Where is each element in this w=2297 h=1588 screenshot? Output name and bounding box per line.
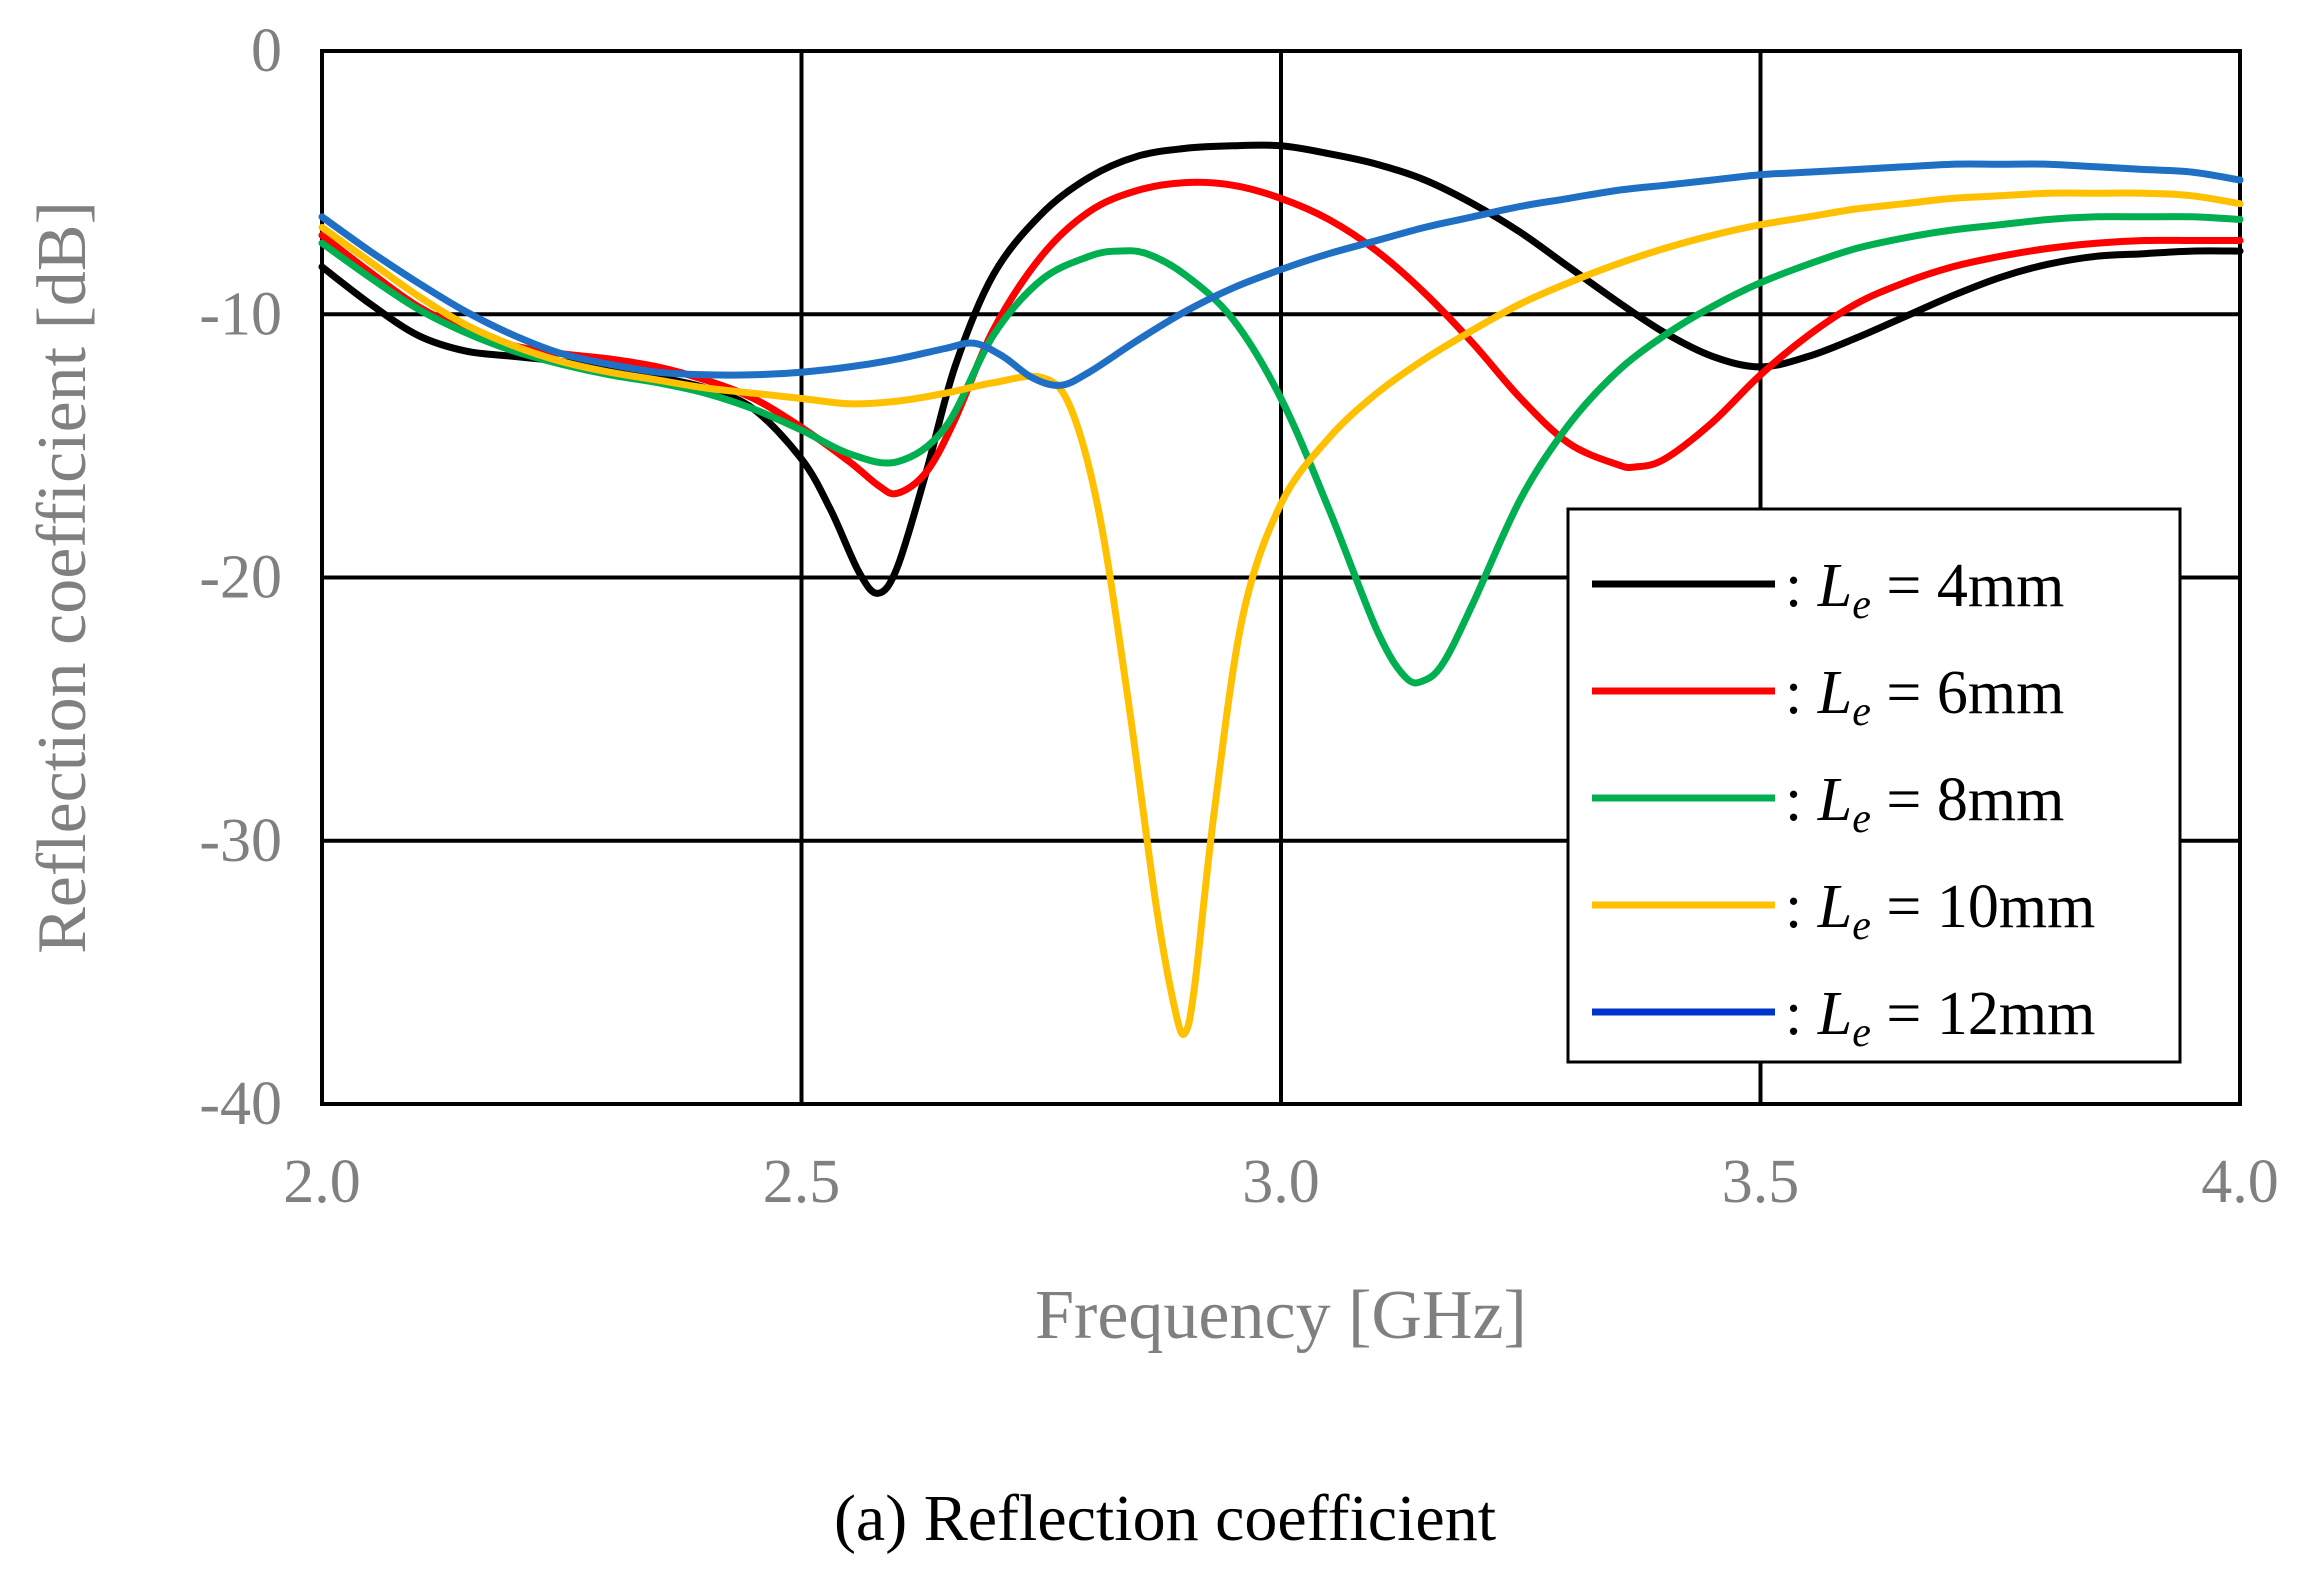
x-tick-labels: 2.0 2.5 3.0 3.5 4.0 — [283, 1148, 2279, 1216]
x-tick-label: 3.5 — [1722, 1148, 1800, 1216]
x-tick-label: 2.0 — [283, 1148, 361, 1216]
y-tick-label: -40 — [199, 1070, 282, 1138]
y-tick-label: -10 — [199, 280, 282, 348]
x-axis-title: Frequency [GHz] — [1035, 1277, 1527, 1354]
series-line-5 — [318, 160, 2244, 389]
x-tick-label: 3.0 — [1242, 1148, 1320, 1216]
legend-box — [1566, 507, 2182, 1064]
legend: : Le = 4mm : Le = 6mm : Le = 8mm : Le = 10m… — [1566, 507, 2182, 1064]
legend-label-2: : Le = 6mm — [1785, 659, 2064, 735]
x-tick-label: 2.5 — [763, 1148, 841, 1216]
plot-area-frame — [320, 49, 2242, 1106]
series-line-4 — [318, 189, 2244, 1038]
y-tick-label: -20 — [199, 544, 282, 612]
y-axis-title: Reflection coefficient [dB] — [24, 201, 101, 954]
y-tick-label: -30 — [199, 807, 282, 875]
legend-label-1: : Le = 4mm — [1785, 552, 2064, 628]
x-tick-label: 4.0 — [2201, 1148, 2279, 1216]
series-layer — [318, 141, 2244, 1038]
figure-caption: (a) Reflection coefficient — [834, 1482, 1496, 1555]
legend-label-3: : Le = 8mm — [1785, 766, 2064, 842]
y-tick-labels: 0 -10 -20 -30 -40 — [199, 17, 282, 1138]
legend-label-5: : Le = 12mm — [1785, 980, 2095, 1056]
y-tick-label: 0 — [251, 17, 282, 85]
legend-label-4: : Le = 10mm — [1785, 873, 2095, 949]
